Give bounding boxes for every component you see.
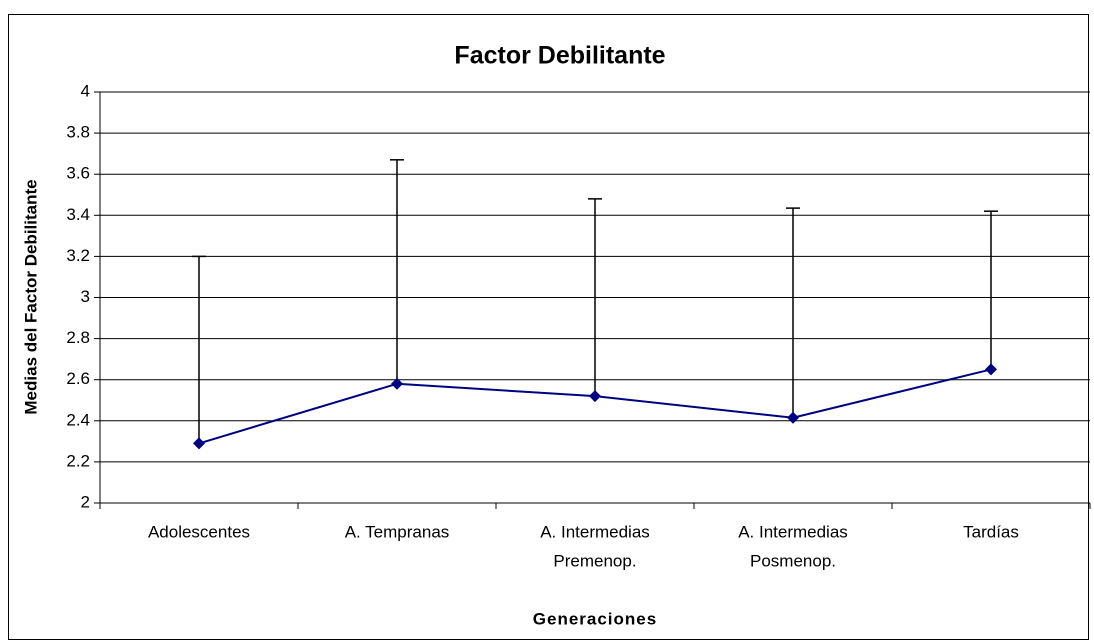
y-tick-label: 3.4 bbox=[66, 205, 90, 224]
y-tick-label: 4 bbox=[81, 81, 90, 100]
x-tick-label: Posmenop. bbox=[750, 551, 836, 570]
x-tick-label: A. Intermedias bbox=[738, 522, 848, 541]
x-axis-label: Generaciones bbox=[533, 609, 657, 628]
y-tick-label: 3.8 bbox=[66, 123, 90, 142]
y-tick-label: 2.2 bbox=[66, 451, 90, 470]
x-tick-label: Adolescentes bbox=[148, 522, 250, 541]
chart-frame bbox=[8, 14, 1089, 640]
y-axis-label: Medias del Factor Debilitante bbox=[21, 179, 40, 414]
y-tick-label: 2 bbox=[81, 492, 90, 511]
data-point bbox=[787, 411, 799, 424]
x-tick-label: A. Tempranas bbox=[345, 522, 450, 541]
y-tick-label: 2.8 bbox=[66, 328, 90, 347]
data-point bbox=[589, 390, 601, 403]
x-tick-label: Premenop. bbox=[553, 551, 636, 570]
y-tick-label: 3 bbox=[81, 287, 90, 306]
chart-title: Factor Debilitante bbox=[454, 42, 665, 70]
y-tick-label: 2.6 bbox=[66, 369, 90, 388]
x-tick-label: A. Intermedias bbox=[540, 522, 650, 541]
y-tick-label: 3.2 bbox=[66, 246, 90, 265]
y-tick-label: 3.6 bbox=[66, 164, 90, 183]
data-point bbox=[193, 437, 205, 450]
data-point bbox=[391, 377, 403, 390]
x-tick-label: Tardías bbox=[963, 522, 1019, 541]
data-point bbox=[985, 363, 997, 376]
y-tick-label: 2.4 bbox=[66, 410, 90, 429]
